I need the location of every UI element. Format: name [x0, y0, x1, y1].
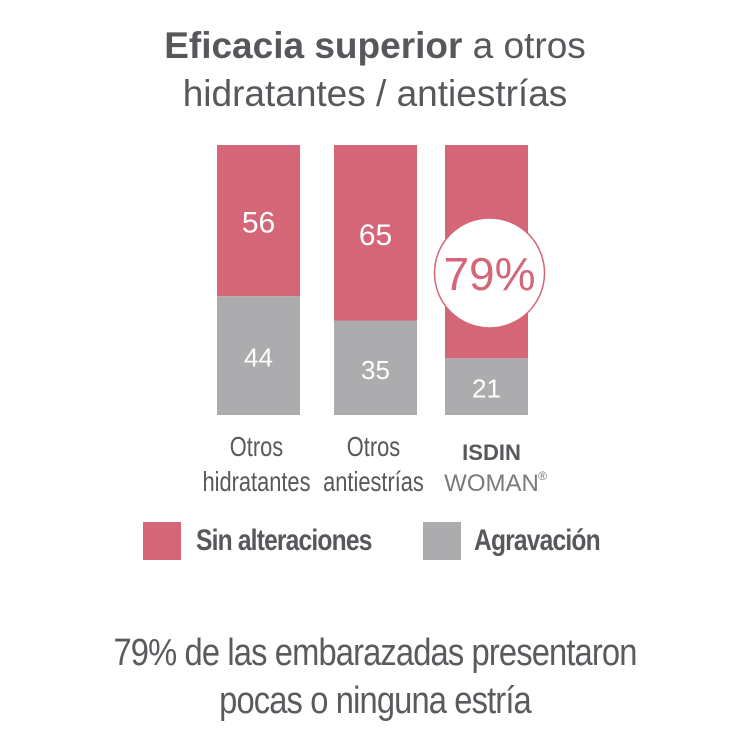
bar-segment-agravacion-2: [445, 358, 528, 415]
title-bold: Eficacia superior: [164, 25, 463, 66]
bar-segment-agravacion-1: [334, 320, 417, 415]
bar-segment-agravacion-0: [217, 296, 300, 415]
legend-label-agravacion: Agravación: [474, 524, 601, 557]
legend-swatch-sin-alteraciones: [143, 522, 181, 560]
category-label-line2-2: WOMAN: [444, 470, 539, 497]
category-label-line1-1: Otros: [347, 431, 400, 462]
bar-segment-sin-alteraciones-1: [334, 145, 417, 321]
bar-segment-sin-alteraciones-0: [217, 145, 300, 297]
data-label-sin-alteraciones-1: 65: [359, 219, 392, 252]
data-label-sin-alteraciones-0: 56: [242, 207, 275, 240]
data-label-agravacion-1: 35: [361, 355, 390, 385]
chart-title: Eficacia superior a otros hidratantes / …: [0, 22, 750, 118]
footer-line-1: 79% de las embarazadas presentaron: [113, 632, 637, 674]
highlight-label: 79%: [443, 248, 535, 300]
title-rest: a otros: [462, 25, 586, 66]
highlight-circle: [433, 217, 546, 329]
legend-swatch-agravacion: [423, 522, 461, 560]
category-label-line1-2: ISDIN: [462, 440, 521, 465]
title-line-2: hidratantes / antiestrías: [182, 73, 568, 114]
data-label-agravacion-0: 44: [244, 343, 273, 373]
title-line-1: Eficacia superior a otros: [0, 22, 750, 70]
category-label-line1-0: Otros: [230, 431, 283, 462]
footer-line-2: pocas o ninguna estría: [219, 680, 532, 722]
stacked-bar-chart: 56 44 Otros hidratantes 65 35 Otros antiestrías…: [202, 145, 547, 498]
category-registered-mark-2: ®: [538, 469, 547, 483]
data-label-agravacion-2: 21: [472, 374, 501, 404]
category-label-line2-0: hidratantes: [202, 466, 310, 497]
category-label-line2-1: antiestrías: [323, 466, 424, 497]
legend-label-sin-alteraciones: Sin alteraciones: [196, 524, 372, 557]
